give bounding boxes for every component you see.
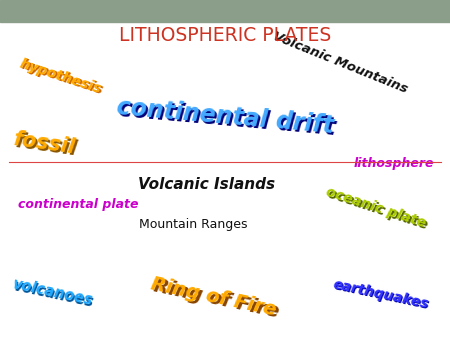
Text: volcanoes: volcanoes (12, 278, 95, 310)
Text: fossil: fossil (13, 129, 77, 158)
Text: Ring of Fire: Ring of Fire (152, 276, 280, 322)
Text: continental drift: continental drift (117, 97, 337, 140)
Text: continental plate: continental plate (18, 198, 139, 211)
Text: hypothesis: hypothesis (18, 56, 104, 96)
Text: continental drift: continental drift (115, 95, 335, 138)
Text: oceanic plate: oceanic plate (326, 187, 429, 232)
Text: Ring of Fire: Ring of Fire (149, 275, 278, 320)
Text: earthquakes: earthquakes (333, 279, 431, 312)
Text: Volcanic Islands: Volcanic Islands (139, 177, 275, 192)
Bar (0, 0, 450, 22)
Text: volcanoes: volcanoes (10, 276, 94, 308)
Text: earthquakes: earthquakes (331, 277, 429, 311)
Text: LITHOSPHERIC PLATES: LITHOSPHERIC PLATES (119, 26, 331, 45)
Text: fossil: fossil (14, 131, 79, 159)
Text: oceanic plate: oceanic plate (324, 185, 428, 231)
Text: lithosphere: lithosphere (354, 158, 434, 170)
Text: Mountain Ranges: Mountain Ranges (139, 218, 248, 231)
Text: Volcanic Mountains: Volcanic Mountains (270, 29, 409, 96)
Text: hypothesis: hypothesis (20, 57, 105, 97)
